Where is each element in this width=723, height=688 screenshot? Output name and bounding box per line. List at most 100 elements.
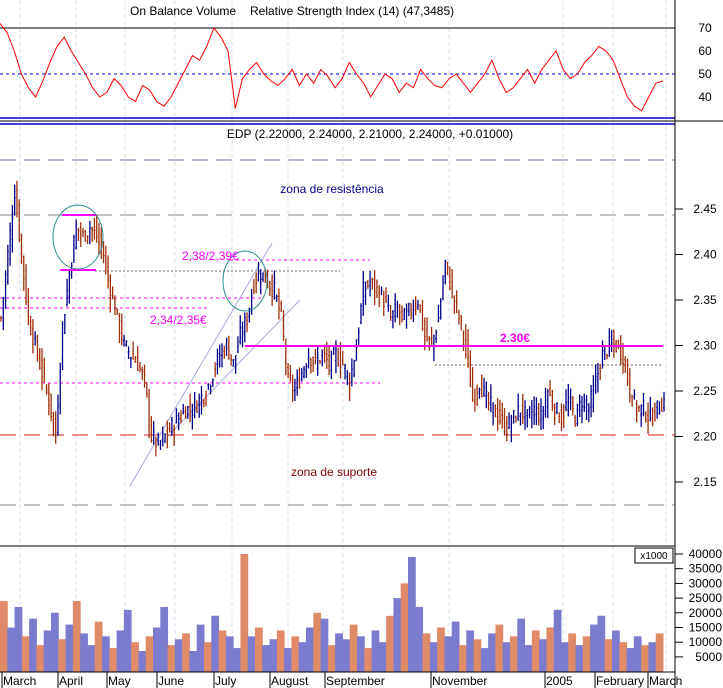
price-bar xyxy=(318,359,321,364)
volume-tick-label: 25000 xyxy=(689,591,723,605)
price-bar xyxy=(346,369,349,386)
price-bar xyxy=(177,412,180,431)
price-bar xyxy=(113,295,116,316)
volume-bar xyxy=(349,624,358,672)
volume-bar xyxy=(531,630,540,672)
price-bar xyxy=(27,287,30,326)
price-bar xyxy=(508,412,511,430)
price-bar xyxy=(75,219,78,250)
volume-bar xyxy=(546,627,555,672)
price-bar xyxy=(300,368,303,382)
volume-bar xyxy=(408,556,416,672)
price-bar xyxy=(391,310,394,329)
rsi-tick-60: 60 xyxy=(698,44,712,58)
price-bar xyxy=(580,396,583,424)
price-bar xyxy=(36,334,39,362)
price-bar xyxy=(635,400,638,423)
price-bar xyxy=(656,400,659,419)
volume-bar xyxy=(415,606,424,672)
price-bar xyxy=(182,403,185,415)
price-bar xyxy=(195,400,198,413)
price-bar xyxy=(136,345,139,371)
price-bar xyxy=(123,334,126,347)
price-bar xyxy=(626,358,629,386)
price-bar xyxy=(86,235,89,245)
price-bar xyxy=(11,205,14,253)
volume-bar xyxy=(58,639,67,672)
volume-bar xyxy=(393,598,402,672)
price-bar xyxy=(275,294,278,302)
price-bar xyxy=(606,353,609,360)
price-bar xyxy=(29,315,32,336)
volume-bar xyxy=(597,615,606,672)
price-bar xyxy=(494,404,497,418)
price-bar xyxy=(599,363,602,380)
price-bar xyxy=(63,314,66,335)
price-bar xyxy=(407,302,410,317)
price-bar xyxy=(498,399,501,425)
price-bar xyxy=(553,403,556,426)
price-bar xyxy=(410,303,413,320)
price-bar xyxy=(13,184,16,216)
price-bar xyxy=(132,341,135,360)
volume-bar xyxy=(488,633,496,672)
price-bar xyxy=(533,396,536,425)
volume-bar xyxy=(247,636,256,672)
volume-bar xyxy=(364,648,373,672)
volume-bar xyxy=(153,627,161,672)
indicator-title-rsi: Relative Strength Index (14) (47,3485) xyxy=(250,4,454,18)
price-bar xyxy=(2,296,5,331)
volume-bar xyxy=(218,630,227,672)
price-bar xyxy=(394,293,397,323)
price-bar xyxy=(446,261,449,275)
price-bar xyxy=(148,389,151,439)
price-bar xyxy=(34,331,37,346)
price-bar xyxy=(316,345,319,376)
price-bar xyxy=(230,354,233,366)
price-title: EDP (2.22000, 2.24000, 2.21000, 2.24000,… xyxy=(227,127,513,141)
price-bar xyxy=(412,299,415,323)
price-bar xyxy=(152,421,155,445)
price-bar xyxy=(104,245,107,275)
support-zone-label: zona de suporte xyxy=(291,465,377,479)
volume-tick-label: 35000 xyxy=(689,562,723,576)
price-bar xyxy=(574,415,577,427)
price-bar xyxy=(432,334,435,362)
volume-bar xyxy=(444,636,453,672)
price-bar xyxy=(405,303,408,329)
volume-bar xyxy=(233,648,241,672)
price-bar xyxy=(501,402,504,429)
volume-bar xyxy=(182,633,190,672)
price-bar xyxy=(423,317,426,351)
price-bar xyxy=(4,270,7,309)
price-bar xyxy=(38,348,41,370)
price-bar xyxy=(209,384,212,395)
volume-bar xyxy=(473,639,482,672)
price-bar xyxy=(544,387,547,418)
price-bar xyxy=(257,261,260,282)
volume-bar xyxy=(320,618,329,672)
price-bar xyxy=(514,415,517,423)
price-bar xyxy=(284,338,287,376)
volume-bar xyxy=(160,606,169,672)
price-bar xyxy=(619,335,622,366)
volume-bar xyxy=(633,636,642,672)
price-axis: 2.45 2.40 2.35 2.30 2.25 2.20 2.15 xyxy=(675,202,717,489)
volume-bar xyxy=(502,642,511,672)
price-bar xyxy=(444,259,447,285)
volume-bar xyxy=(87,645,96,672)
price-bar xyxy=(164,433,167,444)
volume-panel: 400003500030000250002000015000100005000 … xyxy=(0,547,722,672)
price-bar xyxy=(91,226,94,242)
price-bar xyxy=(430,326,433,348)
price-bar xyxy=(642,392,645,417)
x-tick-label: 2005 xyxy=(546,674,573,688)
price-bar xyxy=(191,403,194,430)
price-bar xyxy=(236,336,239,353)
volume-bar xyxy=(123,609,132,672)
volume-bar xyxy=(619,642,628,672)
price-bar xyxy=(239,315,242,345)
price-bar xyxy=(173,424,176,446)
price-tick-label: 2.35 xyxy=(693,293,717,307)
volume-bar xyxy=(604,639,613,672)
